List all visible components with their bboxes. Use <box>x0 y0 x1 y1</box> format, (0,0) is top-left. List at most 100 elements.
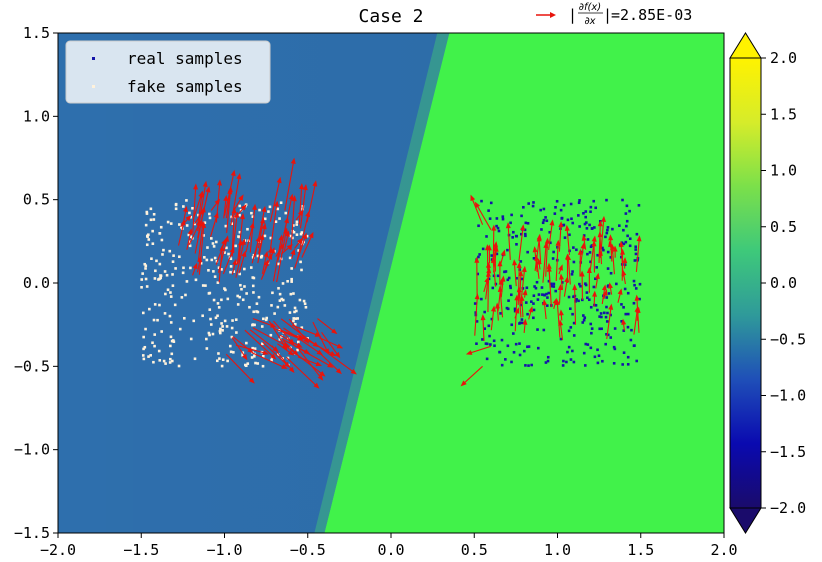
real-sample-point <box>510 293 513 297</box>
annotation-value: =2.85E-03 <box>611 6 692 24</box>
fake-sample-point <box>142 347 145 351</box>
gradient-arrow <box>197 180 208 232</box>
gradient-arrow <box>320 353 342 375</box>
fake-sample-point <box>160 330 163 333</box>
fake-sample-point <box>174 267 177 270</box>
real-sample-point <box>632 279 636 283</box>
real-sample-point <box>621 363 624 366</box>
fake-sample-point <box>278 217 281 220</box>
fake-sample-point <box>295 309 298 313</box>
real-sample-point <box>625 204 629 208</box>
real-sample-point <box>515 243 518 246</box>
real-sample-point <box>625 219 629 223</box>
fake-sample-point <box>155 259 158 263</box>
gradient-arrow <box>514 294 520 332</box>
fake-sample-point <box>159 276 162 280</box>
fake-sample-point <box>289 292 293 296</box>
fake-sample-point <box>283 304 287 307</box>
real-sample-point <box>525 286 529 290</box>
real-sample-point <box>584 282 587 285</box>
fake-sample-point <box>158 303 161 307</box>
real-sample-point <box>628 244 632 248</box>
gradient-arrow <box>505 222 511 260</box>
real-sample-point <box>585 221 588 224</box>
real-sample-point <box>624 212 628 215</box>
real-sample-point <box>621 198 624 202</box>
real-sample-point <box>606 333 610 337</box>
real-sample-point <box>626 234 629 238</box>
gradient-arrow <box>606 303 614 339</box>
fake-sample-point <box>279 201 283 205</box>
real-sample-point <box>592 199 596 203</box>
colorbar-body <box>729 57 762 509</box>
real-sample-point <box>583 222 587 226</box>
real-sample-point <box>546 355 550 359</box>
real-sample-point <box>578 225 581 228</box>
fake-sample-point <box>171 273 174 276</box>
fake-sample-point <box>253 347 257 350</box>
real-sample-point <box>513 309 517 313</box>
fake-sample-point <box>229 270 232 274</box>
fake-sample-point <box>303 302 307 306</box>
fake-sample-point <box>226 297 230 301</box>
annotation-arrow-head <box>550 12 556 18</box>
real-sample-point <box>498 350 501 354</box>
gradient-arrow <box>480 314 486 342</box>
gradient-arrow <box>269 200 279 249</box>
fake-sample-point <box>251 284 255 288</box>
fake-sample-point <box>185 199 188 202</box>
gradient-arrow <box>194 206 206 254</box>
real-sample-point <box>593 226 596 229</box>
gradient-arrow <box>512 259 518 287</box>
real-sample-point <box>480 297 483 301</box>
real-sample-point <box>596 361 600 365</box>
real-sample-point <box>510 323 514 327</box>
gradient-arrow <box>232 336 254 354</box>
fake-sample-point <box>170 352 174 356</box>
gradient-arrow <box>192 262 198 276</box>
annotation-numerator: ∂f(x) <box>579 2 601 13</box>
fake-sample-point <box>229 265 233 268</box>
real-sample-point <box>512 332 515 335</box>
real-sample-point <box>493 344 496 348</box>
annotation-denominator: ∂x <box>584 16 595 27</box>
fake-sample-point <box>201 314 204 318</box>
real-sample-point <box>478 253 481 256</box>
real-sample-point <box>584 215 587 219</box>
annotation-bar-left: | <box>568 6 577 24</box>
real-sample-point <box>487 277 491 281</box>
real-sample-point <box>602 248 605 252</box>
real-sample-point <box>602 311 606 315</box>
real-sample-point <box>566 218 570 222</box>
gradient-arrow <box>218 244 225 283</box>
fake-sample-point <box>249 266 253 269</box>
gradient-arrow <box>252 327 290 348</box>
fake-sample-point <box>149 354 152 357</box>
fake-sample-point <box>295 233 299 236</box>
real-sample-point <box>620 320 623 323</box>
fake-sample-point <box>216 314 219 318</box>
y-tick-label: 1.0 <box>23 107 50 125</box>
gradient-arrow <box>622 256 628 269</box>
fake-sample-point <box>206 246 209 249</box>
gradient-arrow <box>279 334 303 348</box>
fake-sample-point <box>300 326 304 329</box>
real-sample-point <box>532 302 535 305</box>
real-sample-point <box>571 349 574 353</box>
fake-sample-point <box>224 288 227 292</box>
real-sample-point <box>592 285 596 289</box>
real-sample-point <box>532 201 535 204</box>
gradient-arrow <box>260 253 273 280</box>
fake-sample-point <box>221 325 224 328</box>
fake-sample-point <box>213 275 217 278</box>
fake-sample-point <box>288 311 292 314</box>
fake-sample-point <box>293 322 297 326</box>
gradient-arrow <box>210 198 221 211</box>
colorbar-tick-label: −2.0 <box>770 499 806 517</box>
real-sample-point <box>536 298 540 301</box>
fake-sample-point <box>253 323 256 327</box>
fake-sample-point <box>199 261 203 265</box>
gradient-arrow <box>225 353 255 384</box>
gradient-arrow <box>542 241 549 283</box>
y-axis: −1.5 −1.0 −0.5 0.0 0.5 1.0 1.5 <box>14 24 58 542</box>
